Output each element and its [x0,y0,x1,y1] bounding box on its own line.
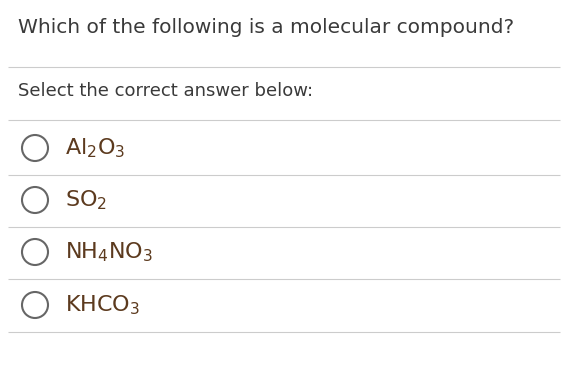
Text: Which of the following is a molecular compound?: Which of the following is a molecular co… [18,18,514,37]
Text: NH$_4$NO$_3$: NH$_4$NO$_3$ [65,240,153,264]
Text: Al$_2$O$_3$: Al$_2$O$_3$ [65,136,126,160]
Text: KHCO$_3$: KHCO$_3$ [65,293,140,317]
Text: SO$_2$: SO$_2$ [65,188,107,212]
Text: Select the correct answer below:: Select the correct answer below: [18,82,313,100]
